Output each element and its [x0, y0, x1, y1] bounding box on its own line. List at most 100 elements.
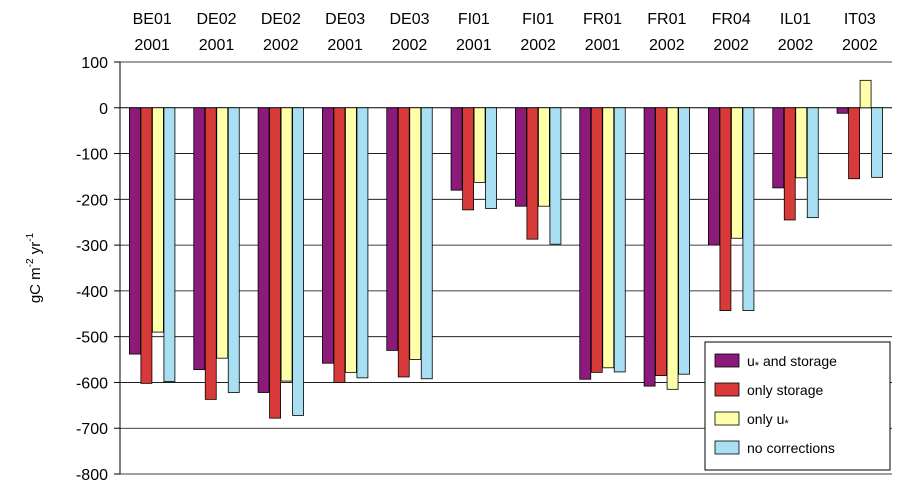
category-year-label: 2002: [392, 37, 428, 54]
bar-3-fr01-2002: [666, 107, 679, 390]
category-year-label: 2002: [263, 37, 299, 54]
legend-label-main: only u: [747, 411, 784, 427]
category-site-label: DE02: [196, 11, 236, 28]
category-site-label: IL01: [780, 11, 811, 28]
bar-3-fi01-2001: [473, 107, 486, 183]
legend-label: no corrections: [747, 440, 835, 456]
bar-4-fr01-2001: [613, 107, 626, 373]
legend-label: only storage: [747, 382, 823, 398]
bar-2-fr04-2002: [719, 107, 732, 311]
legend-label-main: u: [747, 353, 755, 369]
bar-1-fr04-2002: [708, 107, 720, 246]
bar-2-il01-2002: [783, 107, 796, 221]
bar-3-fr01-2001: [602, 107, 615, 369]
bar-3-fi01-2002: [538, 107, 550, 207]
bar-3-be01-2001: [152, 107, 164, 333]
legend-label: u* and storage: [747, 353, 837, 372]
bar-3-it03-2002: [859, 79, 872, 109]
bar-3-de02-2002: [280, 107, 293, 382]
category-site-label: FR01: [647, 11, 686, 28]
category-year-label: 2001: [199, 37, 235, 54]
category-year-label: 2002: [520, 37, 556, 54]
bar-4-de02-2001: [227, 107, 240, 393]
category-year-label: 2002: [778, 37, 814, 54]
bar-2-it03-2002: [848, 107, 860, 180]
category-labels: BE01 2001 DE02 2001 DE02 2002 DE03 2001 DE03 2002…: [133, 11, 878, 54]
y-axis-title-exp: -2: [25, 258, 36, 267]
bar-1-fi01-2002: [515, 107, 527, 207]
bar-4-fr01-2002: [678, 107, 690, 375]
y-tick-label: -600: [76, 375, 108, 392]
category-site-label: FI01: [522, 11, 554, 28]
legend-label-main: only storage: [747, 382, 823, 398]
legend-swatch: [714, 411, 740, 426]
bar-4-fi01-2002: [549, 107, 562, 245]
bar-1-it03-2002: [836, 107, 849, 114]
bar-3-de02-2001: [216, 107, 229, 359]
category-site-label: BE01: [133, 11, 172, 28]
bar-2-fi01-2002: [526, 107, 539, 240]
y-axis-title-exp: -1: [25, 232, 36, 241]
y-tick-label: -200: [76, 192, 108, 209]
legend-label-sub: *: [755, 360, 760, 372]
category-year-label: 2001: [134, 37, 170, 54]
bar-3-de03-2001: [345, 107, 357, 373]
bar-1-de02-2001: [193, 107, 206, 371]
category-site-label: DE02: [261, 11, 301, 28]
bar-3-de03-2002: [409, 107, 422, 360]
category-year-label: 2002: [713, 37, 749, 54]
y-axis-label: gC m-2 yr-1: [25, 232, 44, 303]
bars-layer: [129, 79, 883, 419]
category-year-label: 2001: [585, 37, 621, 54]
bar-4-de03-2001: [356, 107, 369, 379]
bar-3-il01-2002: [795, 107, 808, 179]
bar-2-de03-2002: [397, 107, 410, 378]
y-axis-title: gC m-2 yr-1: [25, 232, 44, 303]
bar-2-fi01-2001: [462, 107, 474, 211]
y-tick-label: 0: [99, 101, 108, 118]
legend-label-sub: *: [784, 418, 789, 430]
bar-1-fi01-2001: [450, 107, 463, 191]
category-site-label: FI01: [458, 11, 490, 28]
legend-swatch: [714, 440, 740, 455]
category-site-label: DE03: [389, 11, 429, 28]
bar-4-de03-2002: [420, 107, 433, 380]
bar-1-de03-2002: [386, 107, 399, 351]
category-site-label: FR01: [583, 11, 622, 28]
bar-2-be01-2001: [140, 107, 153, 384]
category-year-label: 2002: [842, 37, 878, 54]
bar-2-de02-2001: [204, 107, 217, 400]
bar-2-fr01-2002: [655, 107, 667, 376]
category-year-label: 2001: [327, 37, 363, 54]
y-tick-label: -300: [76, 238, 108, 255]
category-site-label: DE03: [325, 11, 365, 28]
bar-4-fr04-2002: [742, 107, 755, 311]
category-site-label: FR04: [712, 11, 751, 28]
legend-label: only u*: [747, 411, 789, 430]
bar-3-fr04-2002: [731, 107, 743, 239]
y-axis-title-mid: yr: [27, 242, 44, 259]
grid-layer: [120, 61, 892, 475]
category-site-label: IT03: [844, 11, 876, 28]
y-tick-label: -400: [76, 284, 108, 301]
bar-4-de02-2002: [292, 107, 304, 416]
category-year-label: 2002: [649, 37, 685, 54]
bar-1-fr01-2002: [643, 107, 656, 387]
y-tick-label: -100: [76, 147, 108, 164]
bar-2-fr01-2001: [590, 107, 603, 373]
bar-4-be01-2001: [163, 107, 176, 382]
y-tick-label: -700: [76, 421, 108, 438]
legend-label-main: no corrections: [747, 440, 835, 456]
bar-1-il01-2002: [772, 107, 785, 189]
bar-2-de03-2001: [333, 107, 346, 383]
bar-1-de02-2002: [257, 107, 270, 393]
bar-1-be01-2001: [129, 107, 141, 355]
legend-label-rest: and storage: [759, 353, 837, 369]
category-year-label: 2001: [456, 37, 492, 54]
bar-4-it03-2002: [871, 107, 883, 178]
bar-1-de03-2001: [322, 107, 334, 364]
bar-4-fi01-2001: [485, 107, 497, 209]
